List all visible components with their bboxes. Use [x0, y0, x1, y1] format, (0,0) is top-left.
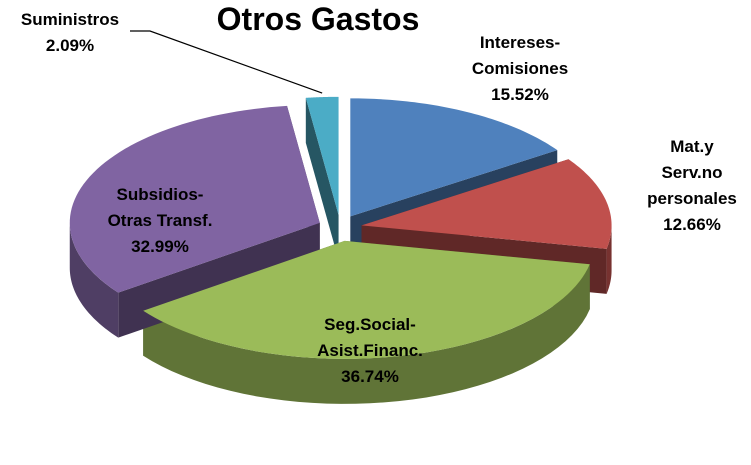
slice-side [69, 222, 119, 338]
pie-slice [69, 105, 320, 293]
value-label: 36.74% [341, 367, 399, 386]
value-label: 12.66% [663, 215, 721, 234]
category-label: Seg.Social- Asist.Financ. [317, 315, 423, 360]
label-line: Seg.Social- [324, 315, 416, 334]
label-line: Otras Transf. [108, 211, 213, 230]
pie-slice [361, 159, 612, 249]
pie-slice [143, 240, 590, 359]
label-line: Asist.Financ. [317, 341, 423, 360]
label-line: Subsidios- [117, 185, 204, 204]
label-line: Suministros [21, 10, 119, 29]
slice-side [143, 264, 590, 404]
pie-slice [350, 98, 558, 217]
slice-side [606, 225, 612, 294]
value-label: 2.09% [46, 36, 94, 55]
label-line: Serv.no [661, 163, 722, 182]
label-line: personales [647, 189, 737, 208]
value-label: 32.99% [131, 237, 189, 256]
chart-title: Otros Gastos [217, 1, 420, 37]
data-label: Subsidios- Otras Transf. 32.99% [108, 185, 213, 256]
category-label: Intereses- Comisiones [472, 33, 568, 78]
data-label: Intereses- Comisiones 15.52% [472, 33, 568, 104]
data-label: Mat.y Serv.no personales 12.66% [647, 137, 737, 234]
label-line: Mat.y [670, 137, 714, 156]
category-label: Mat.y Serv.no personales [647, 137, 737, 208]
data-label: Seg.Social- Asist.Financ. 36.74% [317, 315, 423, 386]
data-label: Suministros 2.09% [21, 10, 119, 55]
leader-line [130, 30, 323, 94]
slice-wall [305, 97, 339, 260]
category-label: Subsidios- Otras Transf. [108, 185, 213, 230]
label-line: Intereses- [480, 33, 560, 52]
value-label: 15.52% [491, 85, 549, 104]
label-line: Comisiones [472, 59, 568, 78]
pie-slice [305, 96, 339, 215]
category-label: Suministros [21, 10, 119, 29]
